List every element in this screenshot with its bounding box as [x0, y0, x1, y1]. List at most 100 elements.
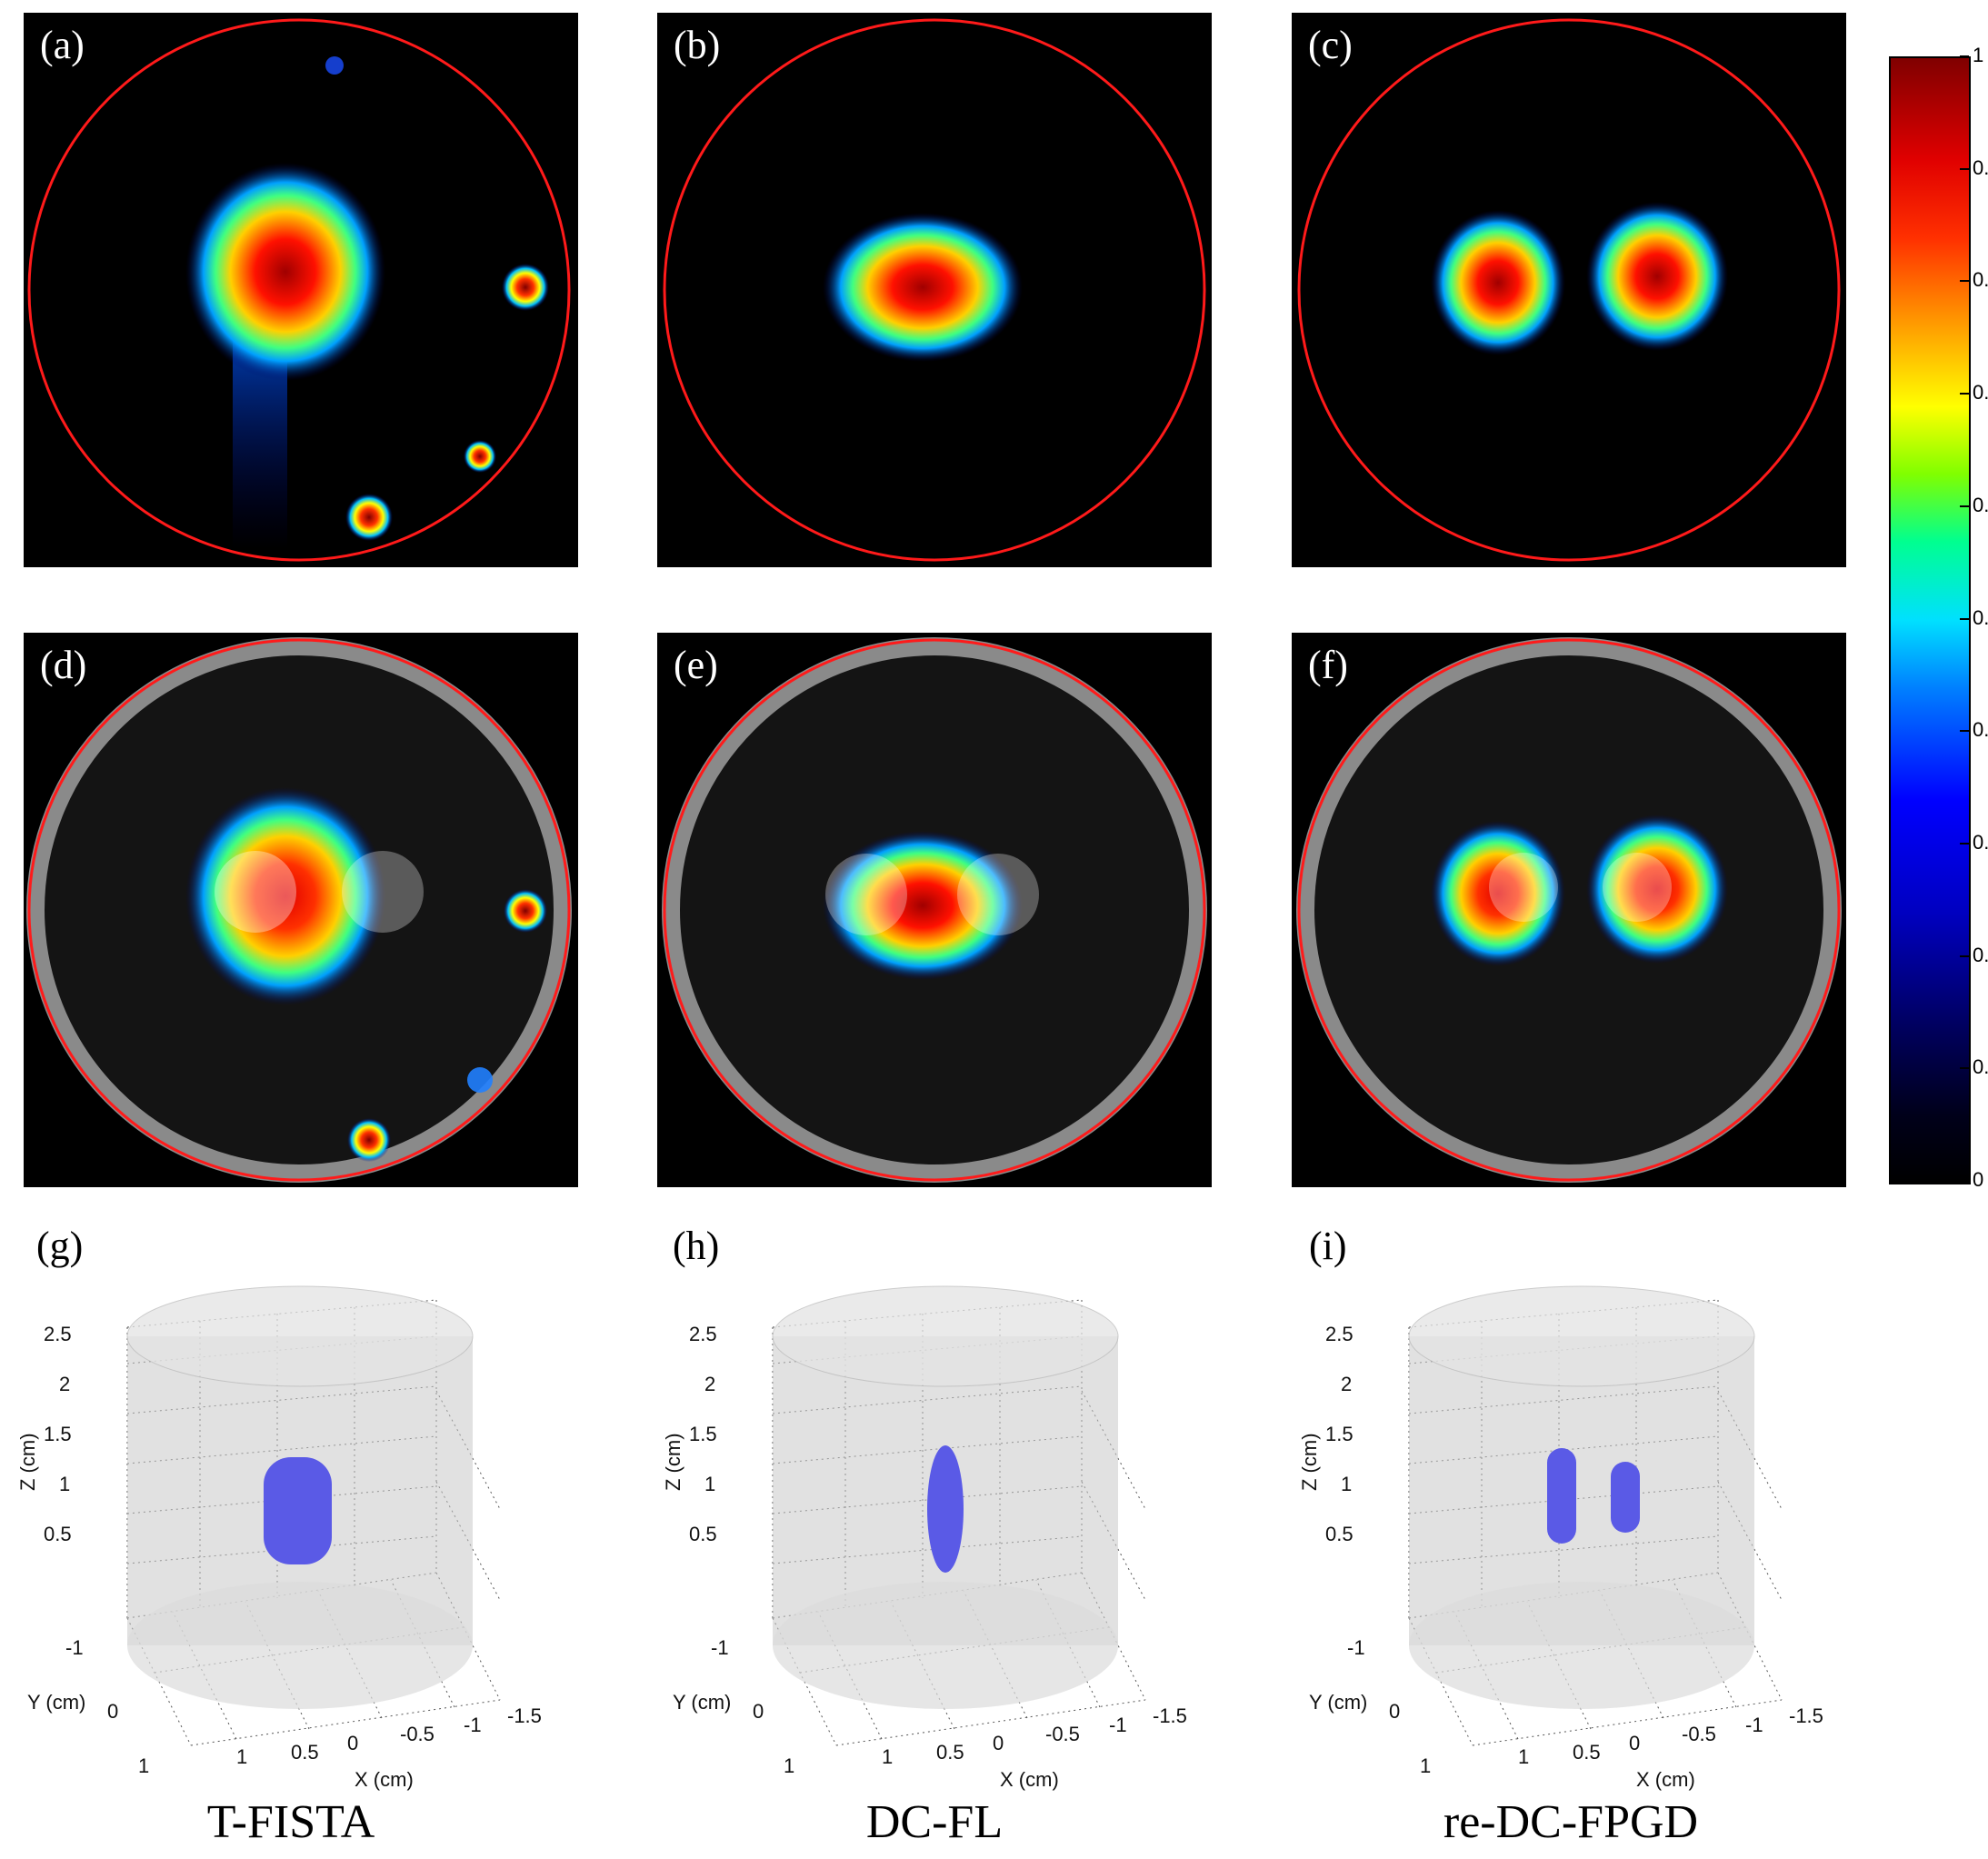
panel-c-image — [1297, 18, 1841, 562]
cylinder-top — [1408, 1285, 1755, 1387]
colorbar-tick-label: 0.4 — [1973, 718, 1988, 742]
panel-label: (e) — [674, 643, 718, 687]
panel-f: (f) — [1292, 633, 1846, 1187]
plot3d-g: 2.5 2 1.5 1 0.5 Z (cm) -1 0 1 Y (cm) 1 0… — [9, 1273, 554, 1854]
target-blob — [823, 831, 1023, 980]
plot3d-g-svg: 2.5 2 1.5 1 0.5 Z (cm) -1 0 1 Y (cm) 1 0… — [16, 1285, 542, 1791]
svg-text:0.5: 0.5 — [291, 1741, 319, 1764]
panel-c: (c) — [1292, 13, 1846, 567]
cylinder-bottom — [1409, 1582, 1754, 1709]
phantom-boundary — [1297, 638, 1841, 1182]
y-axis-label: Y (cm) — [673, 1691, 731, 1714]
phantom-boundary — [1297, 18, 1841, 562]
svg-text:1: 1 — [138, 1754, 149, 1777]
plot3d-i: 2.5 2 1.5 1 0.5 Z (cm) -1 0 1 Y (cm) 1 0… — [1291, 1273, 1836, 1854]
svg-text:-1: -1 — [65, 1636, 84, 1659]
svg-text:0.5: 0.5 — [689, 1523, 717, 1545]
colorbar-tick-label: 0.1 — [1973, 1055, 1988, 1079]
target-blob-left — [1431, 821, 1565, 966]
panel-b-image — [663, 18, 1206, 562]
plot3d-i-svg: 2.5 2 1.5 1 0.5 Z (cm) -1 0 1 Y (cm) 1 0… — [1298, 1285, 1823, 1791]
svg-text:-1: -1 — [464, 1714, 482, 1736]
svg-text:2.5: 2.5 — [689, 1323, 717, 1345]
svg-text:-1: -1 — [1745, 1714, 1763, 1736]
colorbar-tick-mark — [1960, 55, 1969, 57]
svg-text:1: 1 — [882, 1745, 893, 1768]
target-blob — [185, 787, 385, 1005]
colorbar-tick-mark — [1960, 505, 1969, 507]
panel-b: (b) — [657, 13, 1212, 567]
method-caption-g: T-FISTA — [206, 1796, 375, 1848]
svg-text:-1.5: -1.5 — [1789, 1704, 1823, 1727]
plot3d-h-svg: 2.5 2 1.5 1 0.5 Z (cm) -1 0 1 Y (cm) 1 0… — [662, 1285, 1187, 1791]
colorbar-tick-mark — [1960, 954, 1969, 957]
panel-label: (c) — [1308, 23, 1353, 67]
artifact-spot — [504, 889, 547, 933]
cylinder-top — [126, 1285, 474, 1387]
svg-text:-1: -1 — [1109, 1714, 1127, 1736]
svg-text:1: 1 — [1420, 1754, 1431, 1777]
colorbar-tick-mark — [1960, 730, 1969, 733]
target-blob-right — [1586, 202, 1728, 351]
colorbar-tick-mark — [1960, 1180, 1969, 1182]
svg-text:-1.5: -1.5 — [507, 1704, 542, 1727]
y-ticks: -1 0 1 — [65, 1636, 149, 1777]
svg-text:0: 0 — [347, 1732, 358, 1754]
x-ticks: 1 0.5 0 -0.5 -1 -1.5 — [1518, 1704, 1823, 1768]
svg-text:0: 0 — [1389, 1700, 1400, 1723]
method-caption-i: re-DC-FPGD — [1443, 1796, 1699, 1848]
colorbar-tick-label: 0.9 — [1973, 155, 1988, 179]
phantom-boundary — [27, 18, 571, 562]
colorbar-tick-label: 0 — [1973, 1168, 1984, 1191]
panel-label: (f) — [1308, 643, 1348, 687]
panel-a: (a) — [24, 13, 578, 567]
ct-phantom — [1296, 637, 1842, 1183]
true-inclusion — [215, 851, 296, 933]
y-axis-label: Y (cm) — [27, 1691, 85, 1714]
svg-text:-1: -1 — [1347, 1636, 1365, 1659]
svg-text:-1.5: -1.5 — [1153, 1704, 1187, 1727]
svg-text:0: 0 — [993, 1732, 1004, 1754]
artifact-spot — [345, 494, 393, 541]
svg-text:2.5: 2.5 — [44, 1323, 72, 1345]
svg-text:2: 2 — [1341, 1373, 1352, 1395]
panel-d: (d) — [24, 633, 578, 1187]
phantom-boundary — [663, 638, 1206, 1182]
panel-label: (b) — [674, 23, 721, 67]
x-ticks: 1 0.5 0 -0.5 -1 -1.5 — [882, 1704, 1187, 1768]
panel-label-h: (h) — [673, 1224, 720, 1268]
panel-label: (a) — [40, 23, 85, 67]
svg-text:1: 1 — [59, 1473, 70, 1495]
target-blob-right — [1586, 815, 1728, 964]
svg-text:-0.5: -0.5 — [1682, 1723, 1716, 1745]
target-blob — [185, 163, 385, 381]
colorbar-tick-mark — [1960, 1067, 1969, 1070]
target-blob — [823, 213, 1023, 362]
y-ticks: -1 0 1 — [711, 1636, 794, 1777]
colorbar-tick-mark — [1960, 280, 1969, 283]
z-ticks: 2.5 2 1.5 1 0.5 — [1325, 1323, 1354, 1545]
y-axis-label: Y (cm) — [1309, 1691, 1367, 1714]
x-axis-label: X (cm) — [355, 1768, 414, 1791]
svg-text:2: 2 — [704, 1373, 715, 1395]
target-blob-left — [1431, 210, 1565, 355]
colorbar-tick-label: 0.7 — [1973, 381, 1988, 405]
true-inclusion — [825, 854, 907, 935]
svg-text:1.5: 1.5 — [44, 1423, 72, 1445]
cylinder-top — [772, 1285, 1119, 1387]
colorbar-tick-mark — [1960, 617, 1969, 620]
colorbar-tick-label: 0.3 — [1973, 830, 1988, 854]
svg-text:2: 2 — [59, 1373, 70, 1395]
x-ticks: 1 0.5 0 -0.5 -1 -1.5 — [236, 1704, 542, 1768]
colorbar-tick-label: 0.8 — [1973, 268, 1988, 292]
svg-text:-1: -1 — [711, 1636, 729, 1659]
panel-d-image — [26, 637, 572, 1183]
svg-text:1.5: 1.5 — [1325, 1423, 1354, 1445]
isosurface — [264, 1457, 332, 1564]
artifact-spot — [464, 440, 496, 473]
svg-text:-0.5: -0.5 — [400, 1723, 435, 1745]
colorbar-tick-mark — [1960, 393, 1969, 395]
x-axis-label: X (cm) — [1636, 1768, 1695, 1791]
svg-text:1: 1 — [704, 1473, 715, 1495]
svg-text:1: 1 — [236, 1745, 247, 1768]
